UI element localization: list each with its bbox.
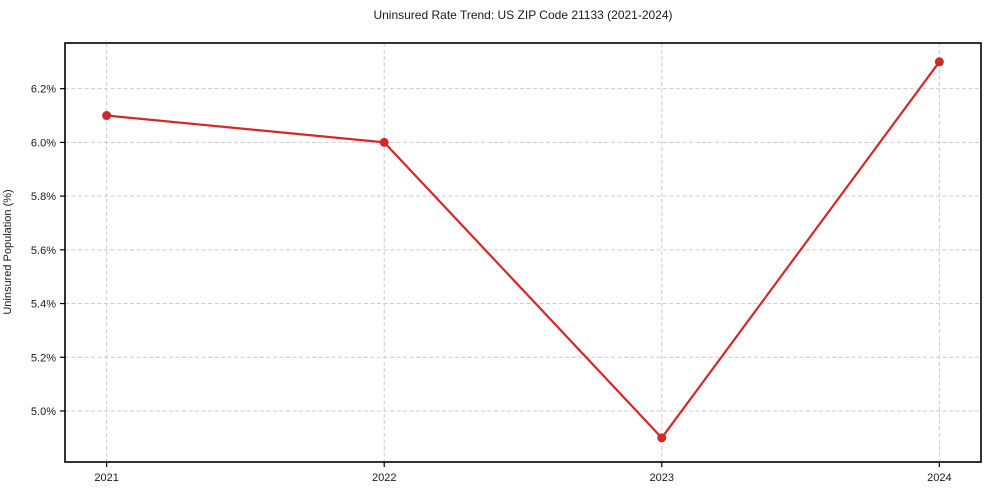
y-tick-label: 5.8% [31, 191, 56, 203]
x-tick-label: 2023 [650, 472, 674, 484]
trend-line [105, 60, 941, 439]
data-point [102, 111, 112, 121]
x-tick-label: 2021 [94, 472, 118, 484]
y-tick-label: 6.0% [31, 137, 56, 149]
y-tick-label: 6.2% [31, 84, 56, 96]
plot-border [64, 42, 982, 463]
x-tick-label: 2024 [927, 472, 951, 484]
data-point [379, 137, 389, 147]
data-point [934, 57, 944, 67]
y-tick-label: 5.2% [31, 352, 56, 364]
y-tick-label: 5.4% [31, 299, 56, 311]
y-axis-label: Uninsured Population (%) [2, 189, 14, 314]
data-point [657, 433, 667, 443]
y-tick-label: 5.6% [31, 245, 56, 257]
chart-title: Uninsured Rate Trend: US ZIP Code 21133 … [373, 8, 673, 22]
x-tick-label: 2022 [372, 472, 396, 484]
y-tick-label: 5.0% [31, 406, 56, 418]
